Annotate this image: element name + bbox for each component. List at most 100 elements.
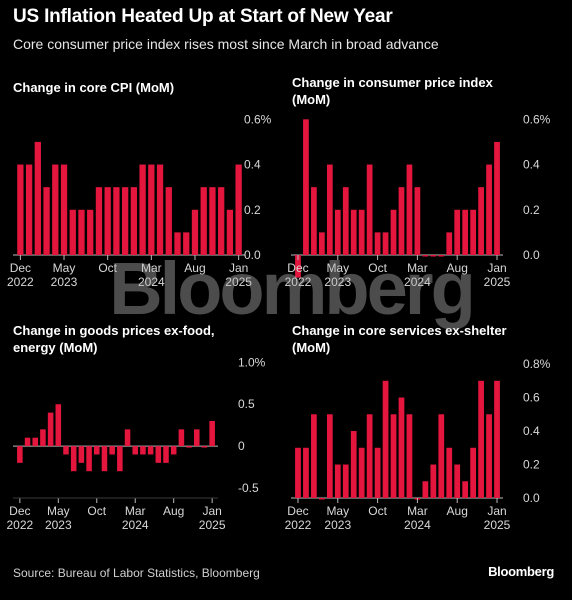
bar: [70, 446, 77, 472]
bar: [69, 209, 76, 255]
bar: [414, 187, 421, 255]
bar: [209, 420, 215, 447]
panel-title-core-services: Change in core services ex-shelter (MoM): [292, 323, 507, 355]
bar: [209, 187, 216, 255]
x-tick-year-label: 2025: [225, 275, 252, 289]
x-tick-label: Aug: [184, 261, 205, 275]
y-tick-label: 0.6: [523, 391, 540, 405]
y-tick-label: 1.0%: [238, 355, 266, 369]
x-tick-label: Oct: [368, 261, 387, 275]
x-tick-label: Jan: [487, 261, 506, 275]
bar: [148, 164, 155, 255]
bar: [147, 446, 154, 455]
bar: [318, 498, 325, 500]
bar: [140, 446, 146, 455]
x-tick-label: Oct: [98, 261, 117, 275]
bar: [358, 447, 365, 498]
x-tick-label: Dec: [9, 504, 30, 518]
bar: [342, 464, 349, 498]
x-tick-year-label: 2023: [45, 518, 72, 532]
bar: [454, 464, 461, 498]
bar: [63, 446, 69, 455]
x-tick-year-label: 2023: [324, 518, 351, 532]
bar: [95, 187, 103, 255]
x-tick-year-label: 2022: [285, 518, 312, 532]
x-tick-year-label: 2024: [138, 275, 165, 289]
bar: [60, 164, 68, 255]
bar: [406, 164, 413, 255]
x-tick-label: Oct: [87, 504, 106, 518]
x-tick-year-label: 2022: [6, 518, 33, 532]
bar: [191, 209, 199, 255]
bar: [47, 412, 54, 447]
bar: [311, 187, 317, 255]
bar: [32, 437, 38, 447]
x-tick-year-label: 2024: [404, 275, 431, 289]
bar: [156, 164, 164, 255]
bar: [113, 187, 120, 255]
bar: [121, 187, 129, 255]
x-tick-year-label: 2024: [404, 518, 431, 532]
bar: [350, 209, 357, 255]
y-tick-label: 0.0: [523, 491, 540, 505]
bar: [494, 380, 500, 498]
bar: [183, 232, 190, 255]
x-tick-label: Dec: [10, 261, 31, 275]
bar: [486, 164, 492, 255]
x-tick-year-label: 2025: [199, 518, 226, 532]
x-tick-label: Aug: [447, 504, 468, 518]
source-note: Source: Bureau of Labor Statistics, Bloo…: [13, 566, 260, 580]
bar: [430, 255, 437, 257]
bar: [326, 164, 333, 255]
y-tick-label: 0.0: [523, 248, 540, 262]
bar: [462, 481, 469, 498]
bar: [326, 414, 333, 498]
bar: [174, 232, 181, 255]
bar: [438, 255, 445, 257]
bar: [303, 447, 309, 498]
x-tick-label: Jan: [229, 261, 248, 275]
bar: [40, 429, 46, 447]
bar: [334, 209, 341, 255]
panel-title-goods: Change in goods prices ex-food, energy (…: [13, 323, 215, 355]
y-tick-label: 0.4: [244, 158, 261, 172]
bar: [201, 446, 208, 448]
x-tick-year-label: 2025: [484, 275, 511, 289]
x-tick-label: May: [326, 504, 349, 518]
bloomberg-logo: Bloomberg: [488, 564, 554, 579]
panel-title-cpi: Change in consumer price index (MoM): [292, 75, 493, 107]
bar: [86, 446, 92, 472]
bar: [155, 446, 162, 463]
bar: [350, 431, 357, 498]
bar: [117, 446, 123, 472]
bar: [446, 447, 453, 498]
bar: [78, 446, 85, 463]
bar: [25, 164, 33, 255]
bar: [101, 446, 108, 472]
x-tick-year-label: 2025: [484, 518, 511, 532]
bar: [109, 446, 115, 455]
bar: [139, 164, 146, 255]
bar: [374, 447, 381, 498]
bar: [366, 414, 373, 498]
bar: [303, 119, 309, 255]
bar: [78, 209, 85, 255]
bar: [52, 164, 59, 255]
bar: [163, 446, 169, 463]
bar: [382, 380, 389, 498]
x-tick-year-label: 2023: [324, 275, 351, 289]
bar: [390, 209, 397, 255]
bar: [446, 232, 453, 255]
y-tick-label: 0.8%: [523, 357, 551, 371]
y-tick-label: 0.5: [238, 397, 255, 411]
bar: [494, 141, 500, 255]
x-tick-year-label: 2023: [51, 275, 78, 289]
bar: [130, 187, 138, 255]
bar: [478, 187, 484, 255]
chart-title: US Inflation Heated Up at Start of New Y…: [13, 6, 393, 27]
bar: [438, 414, 445, 498]
bar: [334, 464, 341, 498]
x-tick-label: Jan: [487, 504, 506, 518]
bar: [486, 414, 492, 498]
bar: [382, 232, 389, 255]
